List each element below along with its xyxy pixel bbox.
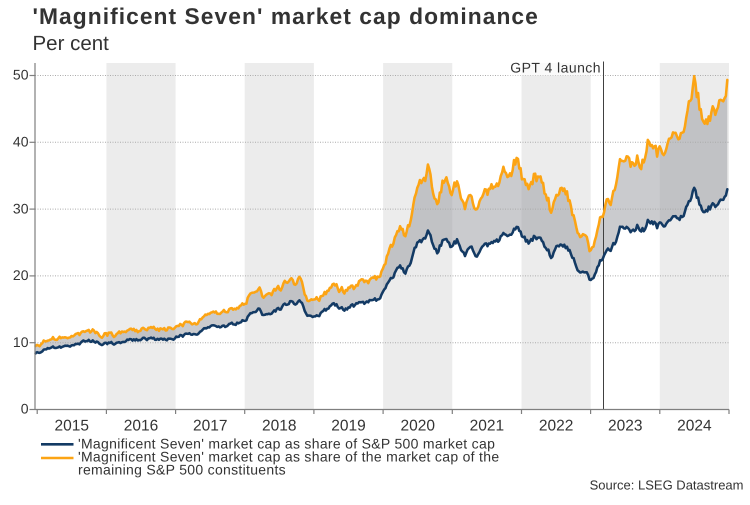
svg-text:remaining S&P 500 constituents: remaining S&P 500 constituents [78, 462, 286, 478]
svg-text:2019: 2019 [331, 418, 365, 435]
svg-text:GPT 4 launch: GPT 4 launch [510, 60, 601, 76]
svg-text:0: 0 [21, 401, 29, 417]
svg-text:'Magnificent Seven' market cap: 'Magnificent Seven' market cap as share … [78, 436, 495, 452]
svg-text:2017: 2017 [193, 418, 227, 435]
svg-text:Source: LSEG Datastream: Source: LSEG Datastream [590, 478, 744, 493]
svg-text:'Magnificent Seven' market cap: 'Magnificent Seven' market cap as share … [78, 449, 499, 465]
svg-text:50: 50 [13, 67, 29, 83]
svg-text:40: 40 [13, 134, 29, 150]
svg-text:30: 30 [13, 200, 29, 216]
svg-text:2018: 2018 [262, 418, 296, 435]
svg-text:2015: 2015 [55, 418, 89, 435]
svg-text:Per cent: Per cent [33, 32, 110, 55]
svg-text:10: 10 [13, 334, 29, 350]
svg-text:20: 20 [13, 267, 29, 283]
svg-text:2020: 2020 [400, 418, 435, 435]
svg-text:2024: 2024 [677, 418, 712, 435]
svg-text:2021: 2021 [470, 418, 504, 435]
svg-text:2023: 2023 [608, 418, 642, 435]
svg-text:'Magnificent Seven' market cap: 'Magnificent Seven' market cap dominance [33, 3, 539, 29]
svg-text:2016: 2016 [124, 418, 158, 435]
svg-text:2022: 2022 [539, 418, 573, 435]
